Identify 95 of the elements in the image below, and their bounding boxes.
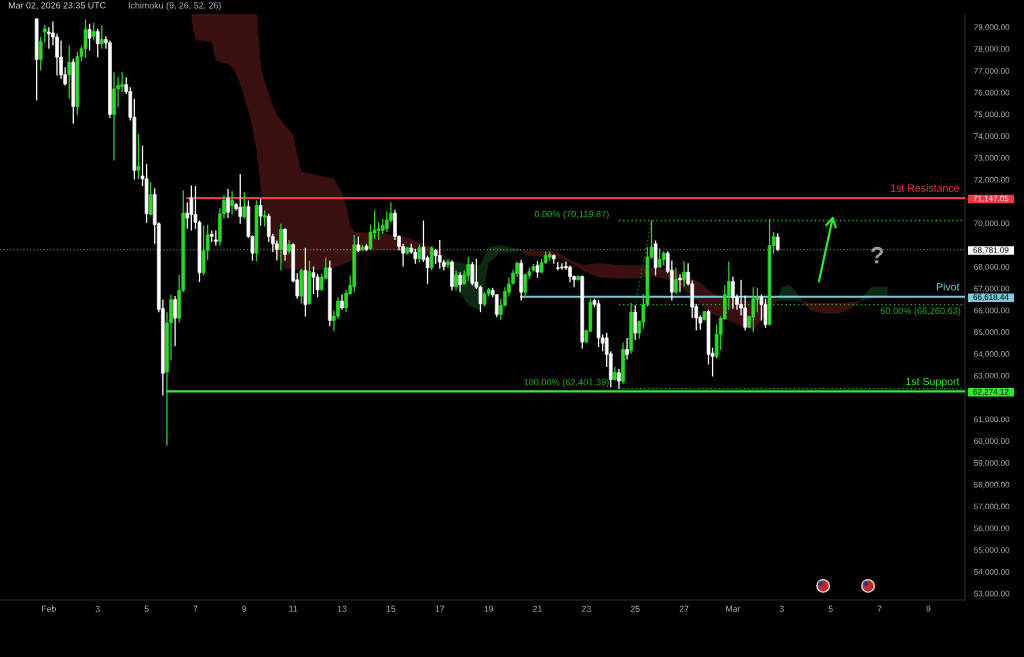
candlestick — [148, 181, 153, 217]
y-tick-label: 54,000.00 — [974, 568, 1010, 576]
y-tick-label: 68,000.00 — [974, 263, 1010, 271]
ref-line-label: 68,781.09 — [973, 247, 1009, 254]
x-tick-label: 15 — [386, 605, 396, 612]
x-tick-label: 7 — [193, 605, 198, 612]
series-label: 1st Resistance — [891, 184, 959, 192]
y-tick-label: 59,000.00 — [974, 460, 1010, 467]
x-tick-label: 3 — [779, 605, 784, 612]
x-tick-label: 23 — [581, 605, 591, 612]
x-tick-label: 27 — [679, 605, 689, 612]
y-tick-label: 64,000.00 — [974, 351, 1010, 358]
candlestick — [230, 190, 234, 216]
y-tick-label: 63,000.00 — [974, 372, 1010, 380]
y-tick-label: 74,000.00 — [974, 133, 1010, 140]
x-tick-label: 19 — [484, 605, 493, 612]
candlestick — [275, 239, 279, 262]
candlestick — [470, 261, 475, 287]
x-tick-label: Feb — [42, 605, 56, 612]
y-tick-label: 67,000.00 — [974, 285, 1010, 293]
y-tick-label: 55,000.00 — [974, 547, 1010, 554]
candlestick — [458, 271, 462, 293]
x-tick-label: 11 — [289, 605, 298, 612]
candlestick — [682, 260, 686, 288]
y-tick-label: 79,000.00 — [974, 24, 1010, 32]
data-label: 71,147.05 — [973, 195, 1009, 203]
candlestick — [523, 272, 528, 299]
x-tick-label: 21 — [533, 605, 542, 612]
candlestick — [344, 289, 348, 313]
data-label: 100.00% (62,401.39) — [524, 378, 609, 388]
x-tick-label: 25 — [630, 605, 640, 612]
data-label: 50.00% (66,260.63) — [880, 307, 961, 316]
chart-title: Mar 02, 2026 23:35 UTC — [8, 2, 106, 10]
x-tick-label: 5 — [144, 605, 149, 612]
y-tick-label: 66,000.00 — [974, 307, 1010, 315]
y-tick-label: 73,000.00 — [974, 155, 1010, 162]
candlestick — [238, 173, 243, 225]
candlestick — [242, 191, 247, 220]
candlestick — [657, 248, 662, 269]
x-tick-label: 3 — [95, 605, 100, 612]
series-label: 1st Support — [906, 377, 960, 388]
x-tick-label: 17 — [435, 605, 445, 612]
x-tick-label: 5 — [828, 605, 833, 612]
y-tick-label: 57,000.00 — [974, 503, 1010, 511]
candlestick — [625, 337, 629, 361]
candlestick — [258, 198, 263, 227]
candlestick — [775, 232, 780, 252]
data-label: 66,618.44 — [973, 294, 1009, 301]
y-tick-label: 76,000.00 — [974, 89, 1010, 97]
candlestick — [83, 18, 88, 59]
candlestick — [763, 298, 768, 329]
candlestick — [617, 368, 621, 390]
y-tick-label: 72,000.00 — [974, 176, 1010, 184]
x-tick-label: 9 — [926, 605, 931, 612]
x-tick-label: Mar — [726, 605, 741, 612]
x-tick-label: 7 — [877, 605, 882, 612]
candlestick — [279, 223, 283, 272]
candlestick — [189, 184, 194, 232]
y-tick-label: 61,000.00 — [974, 416, 1010, 424]
x-tick-label: 13 — [337, 605, 347, 612]
candlestick — [731, 275, 735, 310]
candlestick — [136, 133, 141, 180]
candlestick — [653, 239, 658, 277]
candlestick — [454, 269, 458, 292]
text: Ichimoku (9, 26, 52, 26) — [128, 1, 221, 11]
candlestick — [99, 24, 104, 50]
y-tick-label: 56,000.00 — [974, 525, 1010, 533]
candlestick — [311, 265, 316, 295]
candlestick — [47, 26, 51, 50]
candlestick — [185, 201, 190, 230]
candlestick — [751, 286, 756, 333]
candlestick — [466, 256, 471, 282]
candlestick — [674, 267, 678, 295]
candlestick — [67, 44, 72, 100]
candlestick — [87, 23, 92, 52]
candlestick — [173, 295, 177, 347]
candlestick — [95, 28, 100, 58]
candlestick — [226, 188, 230, 219]
candlestick — [201, 224, 206, 277]
x-tick-label: 9 — [242, 605, 247, 612]
y-tick-label: 78,000.00 — [974, 46, 1010, 53]
y-tick-label: 75,000.00 — [974, 111, 1010, 119]
y-tick-label: 77,000.00 — [974, 67, 1010, 75]
candlestick — [678, 273, 682, 293]
data-label: 62,274.12 — [973, 388, 1009, 396]
annotation: ? — [871, 246, 884, 264]
data-label: 0.00% (70,119.87) — [534, 210, 609, 220]
y-tick-label: 70,000.00 — [974, 220, 1010, 228]
y-tick-label: 60,000.00 — [974, 438, 1010, 445]
y-tick-label: 65,000.00 — [974, 329, 1010, 336]
candlestick — [429, 245, 434, 272]
y-tick-label: 58,000.00 — [974, 481, 1010, 489]
series-label: Pivot — [936, 282, 960, 291]
candlestick — [560, 262, 564, 271]
y-tick-label: 53,000.00 — [974, 590, 1010, 598]
